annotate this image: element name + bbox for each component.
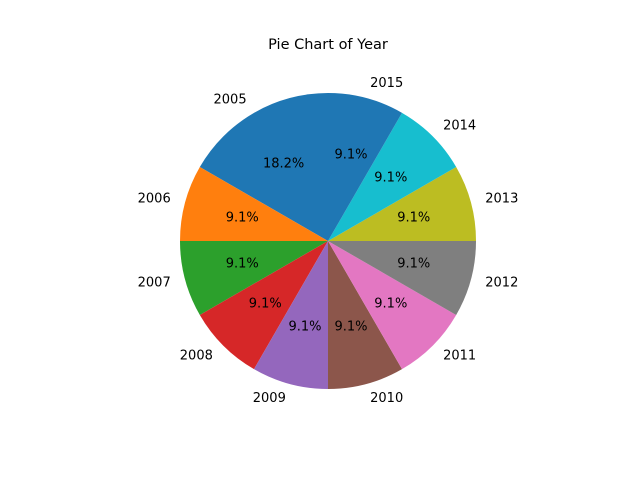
pie-slice-2010 [328, 241, 402, 389]
pie-labels: 2005 18.2% 2006 9.1% 2007 9.1% 2008 9.1% 2009 9.1… [138, 76, 519, 406]
slice-label-2005: 2005 [214, 93, 247, 108]
slice-label-2008: 2008 [180, 349, 213, 364]
pie-slice-2012 [328, 241, 476, 315]
pie-slice-2008 [199, 241, 328, 370]
pie-slice-2007 [180, 241, 328, 315]
pie-slice-2005 [199, 93, 328, 241]
slice-label-2007: 2007 [138, 276, 171, 291]
pie-slices [180, 93, 476, 389]
percent-label-2006: 9.1% [226, 211, 259, 226]
pie-slice-2015 [328, 93, 402, 241]
slice-label-2009: 2009 [253, 391, 286, 406]
pie-slice-2006 [180, 167, 328, 241]
slice-label-2012: 2012 [485, 276, 518, 291]
percent-label-2014: 9.1% [374, 171, 407, 186]
percent-label-2005: 18.2% [263, 157, 304, 172]
slice-label-2010: 2010 [370, 391, 403, 406]
slice-label-2014: 2014 [443, 118, 476, 133]
percent-label-2011: 9.1% [374, 296, 407, 311]
percent-label-2010: 9.1% [334, 319, 367, 334]
percent-label-2013: 9.1% [397, 211, 430, 226]
pie-slice-2011 [328, 241, 457, 370]
percent-label-2008: 9.1% [249, 296, 282, 311]
pie-slice-2013 [328, 167, 476, 241]
slice-label-2013: 2013 [485, 191, 518, 206]
percent-label-2015: 9.1% [334, 148, 367, 163]
pie-slice-2009 [254, 241, 328, 389]
chart-title: Pie Chart of Year [268, 37, 388, 53]
slice-label-2011: 2011 [443, 349, 476, 364]
percent-label-2012: 9.1% [397, 256, 430, 271]
percent-label-2009: 9.1% [289, 319, 322, 334]
slice-label-2006: 2006 [138, 191, 171, 206]
percent-label-2007: 9.1% [226, 256, 259, 271]
slice-label-2015: 2015 [370, 76, 403, 91]
pie-slice-2014 [328, 112, 457, 241]
